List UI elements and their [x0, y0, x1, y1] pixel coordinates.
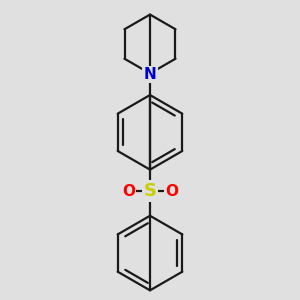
- Text: S: S: [143, 182, 157, 200]
- Text: O: O: [122, 184, 135, 199]
- Text: N: N: [144, 67, 156, 82]
- Text: O: O: [165, 184, 178, 199]
